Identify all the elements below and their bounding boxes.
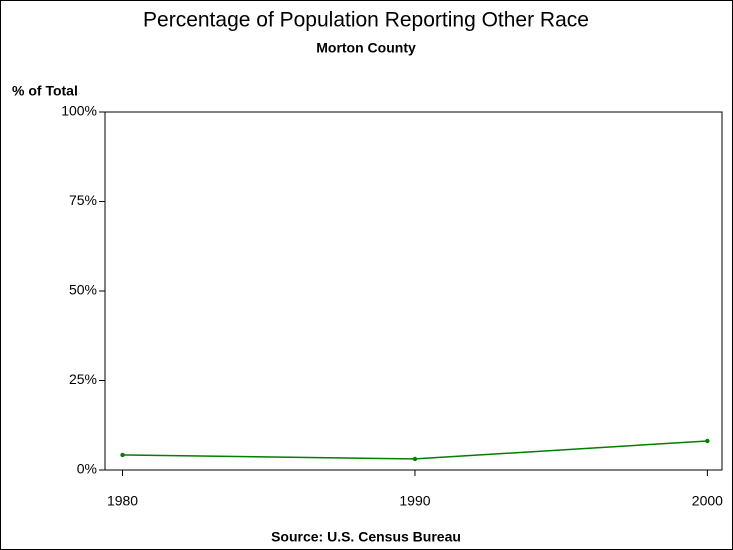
y-tick-label: 100% bbox=[61, 103, 97, 119]
chart-subtitle: Morton County bbox=[316, 40, 416, 56]
footnote: Source: U.S. Census Bureau bbox=[271, 529, 461, 545]
line bbox=[122, 440, 708, 460]
y-tick-label: 75% bbox=[69, 192, 97, 208]
plot-frame bbox=[104, 111, 723, 471]
point bbox=[705, 438, 710, 444]
x-tick-label: 1990 bbox=[399, 493, 430, 509]
y-tick-label: 50% bbox=[69, 282, 97, 298]
chart-title: Percentage of Population Reporting Other… bbox=[143, 9, 589, 32]
y-axis-label: % of Total bbox=[12, 83, 78, 99]
x-tick-label: 2000 bbox=[692, 493, 723, 509]
point bbox=[412, 456, 418, 462]
y-tick-label: 0% bbox=[77, 461, 97, 477]
y-tick-label: 25% bbox=[69, 371, 97, 387]
x-tick-label: 1980 bbox=[107, 493, 138, 509]
point bbox=[120, 452, 125, 458]
